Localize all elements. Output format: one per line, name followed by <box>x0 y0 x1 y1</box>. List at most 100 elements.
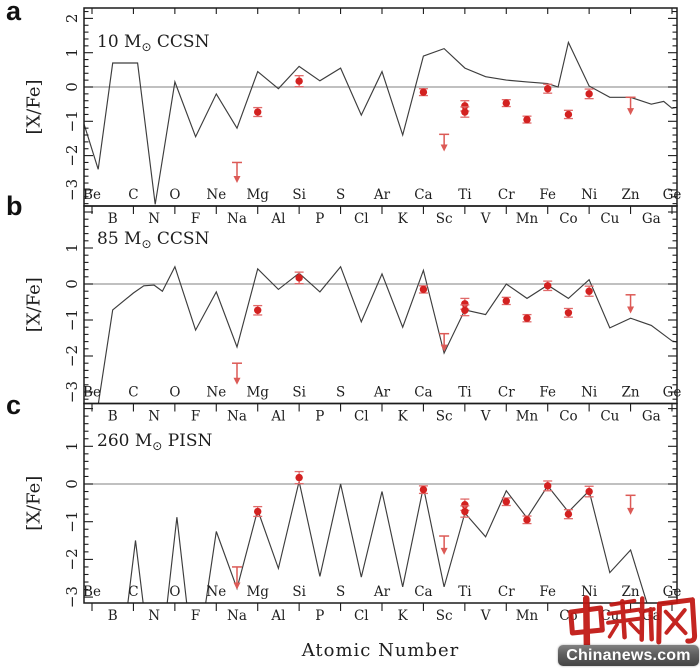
ytick-label-c--1: −1 <box>63 511 81 533</box>
ytick-label-a-1: 1 <box>63 48 81 58</box>
element-label-c-F: F <box>191 608 200 624</box>
element-label-c-Al: Al <box>270 608 285 624</box>
element-label-a-Na: Na <box>227 211 247 227</box>
element-label-b-Ne: Ne <box>206 385 226 401</box>
upper-limit-arrow-Sc <box>440 344 448 352</box>
element-label-b-Na: Na <box>227 409 247 425</box>
panel-letter-a: a <box>6 0 22 26</box>
obs-Cr <box>502 297 510 305</box>
panel-letter-c: c <box>6 390 21 420</box>
element-label-c-Ca: Ca <box>414 584 432 600</box>
element-label-a-Co: Co <box>559 211 577 227</box>
ytick-label-b--2: −2 <box>63 345 81 367</box>
element-label-c-Ge: Ge <box>663 584 682 600</box>
element-label-a-Ni: Ni <box>581 187 598 203</box>
obs-Cr <box>502 99 510 107</box>
ytick-label-a--2: −2 <box>63 145 81 167</box>
element-label-b-Be: Be <box>83 385 101 401</box>
element-label-a-Cu: Cu <box>600 211 619 227</box>
y-axis-label-b: [X/Fe] <box>24 277 45 332</box>
panel-b: 1 0 −1 −2 −3 85 M⊙ CCSN Be C O Ne Mg Si S Ar Ca Ti Cr Fe N… <box>6 191 681 425</box>
upper-limit-arrow-Zn <box>627 108 635 116</box>
element-label-b-Cl: Cl <box>354 409 369 425</box>
element-label-b-Ga: Ga <box>642 409 661 425</box>
element-label-a-Ne: Ne <box>206 187 226 203</box>
obs-Ti <box>461 108 469 116</box>
element-label-c-Mg: Mg <box>246 584 269 600</box>
element-label-b-Ca: Ca <box>414 385 432 401</box>
element-label-c-Mn: Mn <box>516 608 539 624</box>
element-label-a-B: B <box>108 211 118 227</box>
ytick-label-c-1: 1 <box>63 442 81 452</box>
obs-Mn <box>523 314 531 322</box>
element-label-a-Cr: Cr <box>498 187 515 203</box>
observed-points-a <box>231 75 636 184</box>
element-label-a-Ga: Ga <box>642 211 661 227</box>
element-label-a-Ge: Ge <box>663 187 682 203</box>
watermark-site-text: Chinanews.com <box>566 646 691 664</box>
upper-limit-arrow-Sc <box>440 144 448 152</box>
element-label-a-Si: Si <box>292 187 306 203</box>
ytick-label-a--3: −3 <box>63 179 81 201</box>
element-label-b-Cu: Cu <box>600 409 619 425</box>
obs-Ca <box>419 485 428 494</box>
element-label-b-N: N <box>148 409 160 425</box>
obs-Si <box>295 473 303 482</box>
ytick-label-b-1: 1 <box>63 243 81 253</box>
ytick-label-b-0: 0 <box>63 279 81 289</box>
upper-limit-arrow-Na <box>233 176 241 184</box>
element-label-b-Sc: Sc <box>436 409 453 425</box>
element-label-c-C: C <box>128 584 138 600</box>
panel-c: 1 0 −1 −2 −3 260 M⊙ PISN Be C O Ne Mg Si S Ar Ca Ti Cr Fe… <box>6 390 681 624</box>
panel-a: 2 1 0 −1 −2 −3 10 M⊙ CCSN Be C O Ne Mg Si S Ar Ca Ti Cr Fe… <box>6 0 681 227</box>
ytick-label-c--3: −3 <box>63 586 81 608</box>
y-axis-label-c: [X/Fe] <box>24 476 45 531</box>
obs-Fe <box>544 85 552 93</box>
element-label-c-Fe: Fe <box>539 584 556 600</box>
obs-Ti <box>461 102 469 110</box>
panel-title-b: 85 M⊙ CCSN <box>97 229 210 251</box>
obs-Mg <box>254 108 262 116</box>
element-label-a-K: K <box>398 211 409 227</box>
element-label-b-K: K <box>398 409 409 425</box>
obs-Si <box>295 274 303 282</box>
element-label-a-Fe: Fe <box>539 187 556 203</box>
watermark-cjk-icon <box>568 595 698 651</box>
element-label-c-Ne: Ne <box>206 584 226 600</box>
x-axis-label: Atomic Number <box>301 640 460 661</box>
element-label-a-V: V <box>480 211 491 227</box>
model-line-a-0 <box>84 40 677 205</box>
panel-frame-c <box>83 402 678 604</box>
element-label-c-N: N <box>148 608 160 624</box>
element-label-b-Al: Al <box>270 409 285 425</box>
element-label-a-Ca: Ca <box>414 187 432 203</box>
obs-Mn <box>523 115 531 124</box>
obs-Fe <box>544 282 552 290</box>
obs-Ni <box>585 90 593 98</box>
element-label-b-Co: Co <box>559 409 577 425</box>
element-label-c-V: V <box>480 608 491 624</box>
ytick-label-a-0: 0 <box>63 82 81 92</box>
obs-Ca <box>419 285 428 294</box>
element-label-a-Mn: Mn <box>516 211 539 227</box>
observed-points-c <box>231 470 636 590</box>
element-label-a-C: C <box>128 187 138 203</box>
obs-Ti <box>461 501 469 509</box>
element-label-a-Be: Be <box>83 187 101 203</box>
obs-Mn <box>523 516 531 524</box>
element-label-c-Zn: Zn <box>622 584 640 600</box>
element-label-c-Si: Si <box>292 584 306 600</box>
element-label-b-Cr: Cr <box>498 385 515 401</box>
element-label-b-Mn: Mn <box>516 409 539 425</box>
obs-Mg <box>254 507 262 516</box>
element-label-c-S: S <box>336 584 345 600</box>
obs-Ti <box>461 306 469 314</box>
element-label-c-O: O <box>169 584 180 600</box>
element-label-a-Mg: Mg <box>246 187 269 203</box>
element-label-b-Ge: Ge <box>663 385 682 401</box>
ytick-label-c--2: −2 <box>63 548 81 570</box>
obs-Ti <box>461 300 469 308</box>
obs-Co <box>564 110 573 119</box>
element-label-c-Ar: Ar <box>373 584 391 600</box>
